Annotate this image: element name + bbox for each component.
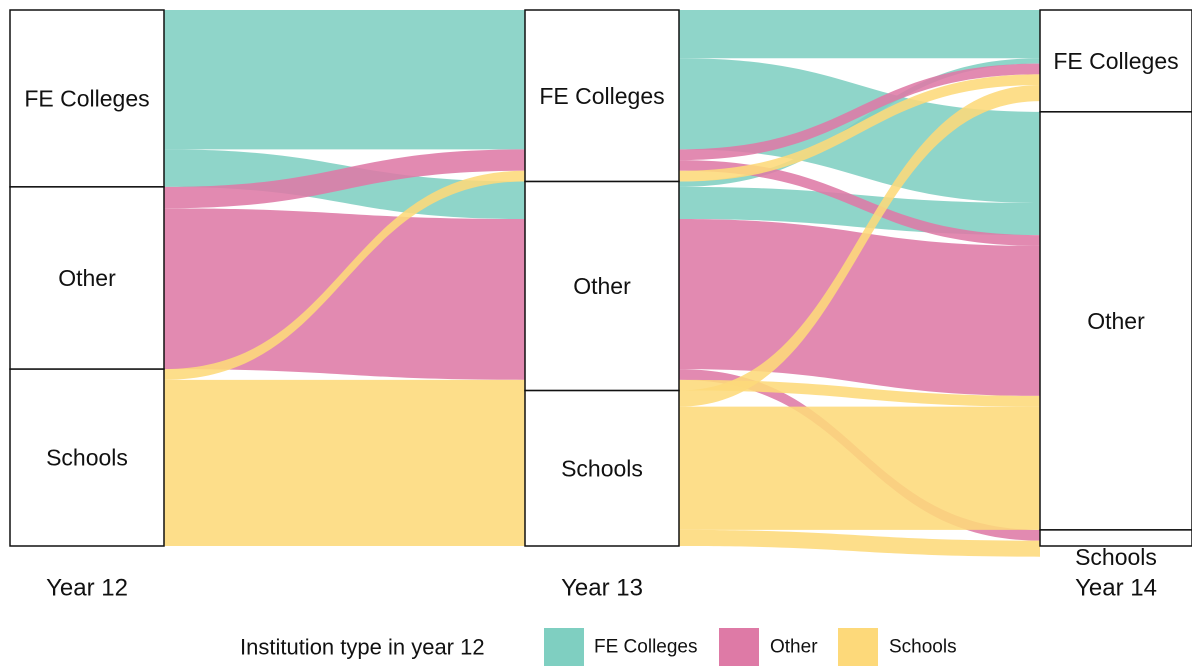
- flow-y13-schools-to-y14-other-schools: [679, 406, 1040, 530]
- node-year-12-schools-label: Schools: [46, 445, 128, 471]
- node-year-14-schools: [1039, 529, 1192, 547]
- node-year-14-other: [1039, 111, 1192, 531]
- legend-swatch-fe-colleges: [544, 628, 584, 666]
- node-year-14-other-label: Other: [1087, 308, 1145, 334]
- flow-y13-other-to-y14-other-schools: [679, 379, 1040, 407]
- flow-y13-fe-colleges-to-y14-fe-colleges-other: [679, 63, 1040, 161]
- axis-label-year-12: Year 12: [46, 575, 128, 602]
- flow-y13-fe-colleges-to-y14-fe-colleges-schools: [679, 74, 1040, 182]
- axis-label-layer: Year 12 Year 13 Year 14: [46, 575, 1157, 602]
- node-year-12-other: [9, 186, 165, 370]
- flow-y13-other-to-y14-fe-colleges-fe-colleges: [679, 58, 1040, 187]
- flow-y13-schools-to-y14-fe-colleges-schools: [679, 85, 1040, 407]
- legend-label-fe-colleges: FE Colleges: [594, 637, 698, 658]
- node-year-13-fe-colleges-label: FE Colleges: [539, 83, 664, 109]
- node-year-13-other: [524, 180, 680, 392]
- flow-y12-schools-to-y13-other: [164, 379, 525, 391]
- flow-y12-schools-to-y13-schools: [164, 390, 525, 546]
- legend-label-schools: Schools: [889, 637, 957, 658]
- axis-label-year-14: Year 14: [1075, 575, 1157, 602]
- flow-y13-other-to-y14-other-fe-colleges: [679, 186, 1040, 236]
- node-year-14-fe-colleges: [1039, 9, 1192, 113]
- flow-y12-fe-colleges-to-y13-fe-colleges: [164, 10, 525, 150]
- node-year-12-other-label: Other: [58, 265, 116, 291]
- flow-y12-other-to-y13-other: [164, 208, 525, 380]
- node-layer: FE Colleges Other Schools FE Colleges Other S…: [9, 9, 1192, 570]
- node-year-13-schools-label: Schools: [561, 455, 643, 481]
- node-year-14-fe-colleges-label: FE Colleges: [1053, 48, 1178, 74]
- legend-swatch-other: [719, 628, 759, 666]
- flow-y13-schools-to-y14-schools-schools: [679, 529, 1040, 557]
- node-year-13-fe-colleges: [524, 9, 680, 183]
- flow-y13-other-to-y14-other-other: [679, 219, 1040, 396]
- node-year-12-fe-colleges: [9, 9, 165, 188]
- flow-y12-other-to-y13-fe-colleges: [164, 149, 525, 209]
- node-year-14-schools-label: Schools: [1075, 544, 1157, 570]
- axis-label-year-13: Year 13: [561, 575, 643, 602]
- legend-swatch-schools: [838, 628, 878, 666]
- node-year-12-fe-colleges-label: FE Colleges: [24, 85, 149, 111]
- legend-title: Institution type in year 12: [240, 635, 485, 660]
- legend-label-other: Other: [770, 637, 818, 658]
- node-year-13-schools: [524, 389, 680, 547]
- node-year-12-schools: [9, 368, 165, 547]
- flow-layer: [164, 10, 1040, 557]
- flow-y13-fe-colleges-to-y14-fe-colleges-fe-colleges: [679, 10, 1040, 59]
- node-year-13-other-label: Other: [573, 273, 631, 299]
- flow-y13-fe-colleges-to-y14-other-other: [679, 160, 1040, 246]
- flow-y12-schools-to-y13-fe-colleges: [164, 170, 525, 380]
- legend: Institution type in year 12 FE Colleges Ot…: [240, 628, 957, 666]
